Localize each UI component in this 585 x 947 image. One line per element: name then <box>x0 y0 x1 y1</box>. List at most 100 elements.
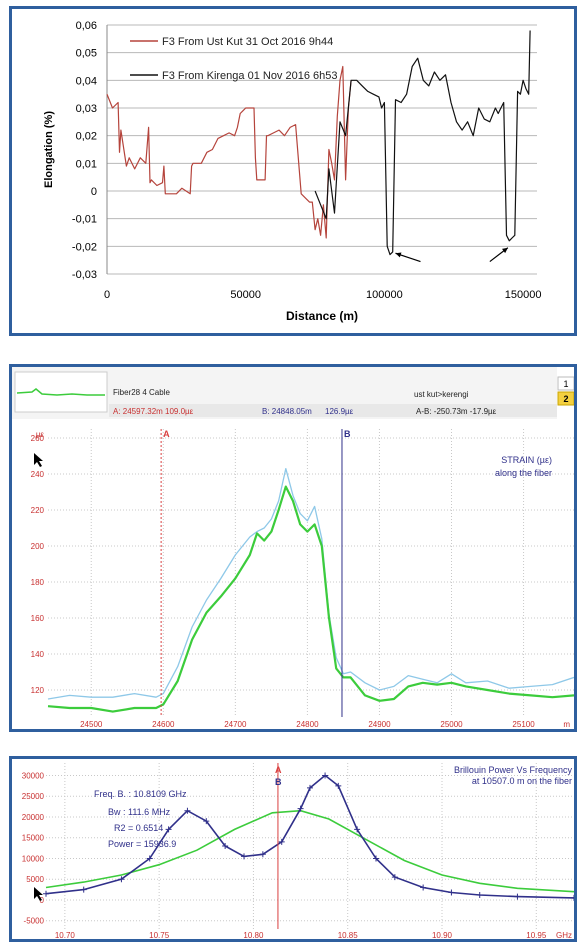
x-tick-label: 10.95 <box>526 931 547 939</box>
measured-point <box>259 851 266 858</box>
measured-point <box>165 826 172 833</box>
stat-bw: Bw : 111.6 MHz <box>108 807 171 817</box>
measured-point <box>335 782 342 789</box>
x-tick-label: 24700 <box>224 720 247 729</box>
strain-chart-panel: Fiber28 4 Cable ust kut>kerengi A: 24597.3… <box>9 364 577 732</box>
y-tick-label: 140 <box>31 650 45 659</box>
cursor-b-label: B <box>344 429 351 439</box>
x-axis-label: Distance (m) <box>286 309 358 323</box>
y-tick-label: 15000 <box>22 834 45 843</box>
x-tick-label: 10.85 <box>338 931 359 939</box>
fiber-label: Fiber28 4 Cable <box>113 388 170 397</box>
cursor-a-label: A <box>275 765 282 775</box>
measured-point <box>307 784 313 791</box>
y-tick-label: 0,06 <box>76 20 97 32</box>
cursor-b-label: B <box>275 777 282 787</box>
page-1-label: 1 <box>563 379 568 389</box>
stat-r2: R2 = 0.6514 <box>114 823 163 833</box>
measured-point <box>476 891 483 898</box>
y-tick-label: 5000 <box>26 875 44 884</box>
x-tick-label: 100000 <box>366 289 403 301</box>
y-tick-label: 0,03 <box>76 103 97 115</box>
y-tick-label: 180 <box>31 578 45 587</box>
y-tick-label: 0,02 <box>76 131 97 143</box>
measured-point <box>420 884 427 891</box>
x-tick-label: 24800 <box>296 720 319 729</box>
y-tick-label: 20000 <box>22 813 45 822</box>
y-tick-label: 30000 <box>22 771 45 780</box>
y-tick-label: 0,04 <box>76 75 97 87</box>
y-tick-label: -0,02 <box>72 241 97 253</box>
route-label: ust kut>kerengi <box>414 390 469 399</box>
elongation-chart: 0,06 0,05 0,04 0,03 0,02 0,01 0 -0,01 -0,02 -0,03… <box>43 20 542 323</box>
measured-point <box>354 826 361 833</box>
x-tick-label: 24500 <box>80 720 103 729</box>
thumbnail-trace <box>16 388 105 396</box>
x-tick-label: 25100 <box>512 720 535 729</box>
x-unit-label: GHz <box>556 931 572 939</box>
measured-point <box>203 818 210 825</box>
y-tick-label: 0 <box>91 186 97 198</box>
measured-point <box>278 838 285 845</box>
y-tick-label: -0,01 <box>72 214 97 226</box>
page-2-label: 2 <box>563 394 568 404</box>
series-line-2 <box>314 30 531 256</box>
measured-point <box>118 876 125 883</box>
strain-series-green <box>47 485 574 713</box>
measured-point <box>571 894 574 901</box>
legend-entry-2: F3 From Kirenga 01 Nov 2016 6h53 <box>162 70 338 82</box>
plot-area <box>48 429 574 717</box>
chart-title: STRAIN (µε) <box>501 455 552 465</box>
brillouin-chart: -5000 0 5000 10000 15000 20000 25000 30000 10.70… <box>22 763 574 939</box>
measured-point <box>184 807 191 814</box>
page-2-button[interactable] <box>557 391 574 406</box>
measured-point <box>241 853 247 860</box>
y-tick-label: 220 <box>31 506 45 515</box>
x-tick-label: 10.70 <box>55 931 76 939</box>
measured-point <box>43 890 49 897</box>
measured-point <box>373 855 379 862</box>
x-tick-label: 24900 <box>368 720 391 729</box>
measured-point <box>391 874 398 881</box>
legend-entry-1: F3 From Ust Kut 31 Oct 2016 9h44 <box>162 36 333 48</box>
annotation-arrow-head <box>501 247 508 254</box>
y-tick-label: 0,05 <box>76 48 97 60</box>
stat-power: Power = 15936.9 <box>108 839 176 849</box>
cursor-b-value: 126.9µε <box>325 407 354 416</box>
elongation-chart-panel: 0,06 0,05 0,04 0,03 0,02 0,01 0 -0,01 -0,02 -0,03… <box>9 6 577 336</box>
cursor-readout-bar <box>109 404 557 417</box>
y-tick-label: 260 <box>31 434 45 443</box>
x-tick-label: 10.75 <box>149 931 170 939</box>
page-1-button[interactable] <box>557 376 574 391</box>
annotation-arrow-head <box>395 252 402 258</box>
y-unit-label: µε <box>36 430 45 439</box>
y-tick-label: 0 <box>40 896 45 905</box>
y-tick-label: -0,03 <box>72 269 97 281</box>
x-tick-label: 10.90 <box>432 931 453 939</box>
x-tick-label: 10.80 <box>243 931 264 939</box>
x-tick-label: 25000 <box>440 720 463 729</box>
y-tick-label: 0,01 <box>76 158 97 170</box>
brillouin-chart-panel: -5000 0 5000 10000 15000 20000 25000 30000 10.70… <box>9 756 577 942</box>
x-unit-label: m <box>563 720 570 729</box>
cursor-a-readout: A: 24597.32m 109.0µε <box>113 407 194 416</box>
x-tick-label: 50000 <box>230 289 261 301</box>
strain-series-blue <box>47 467 574 700</box>
measured-point <box>322 772 329 779</box>
x-tick-label: 150000 <box>505 289 542 301</box>
cursor-a-label: A <box>163 429 170 439</box>
chart-subtitle: at 10507.0 m on the fiber <box>472 776 572 786</box>
x-tick-label: 24600 <box>152 720 175 729</box>
x-tick-label: 0 <box>104 289 110 301</box>
cursor-b-readout: B: 24848.05m <box>262 407 312 416</box>
y-tick-label: 160 <box>31 614 45 623</box>
y-axis-label: Elongation (%) <box>43 111 55 188</box>
y-tick-label: 10000 <box>22 854 45 863</box>
y-tick-label: 240 <box>31 470 45 479</box>
series-line-1 <box>106 65 352 239</box>
cursor-pointer-icon <box>34 887 43 901</box>
measured-point <box>297 805 304 812</box>
cursor-pointer-icon <box>34 453 43 467</box>
measured-point <box>514 893 521 900</box>
measured-point <box>80 886 87 893</box>
